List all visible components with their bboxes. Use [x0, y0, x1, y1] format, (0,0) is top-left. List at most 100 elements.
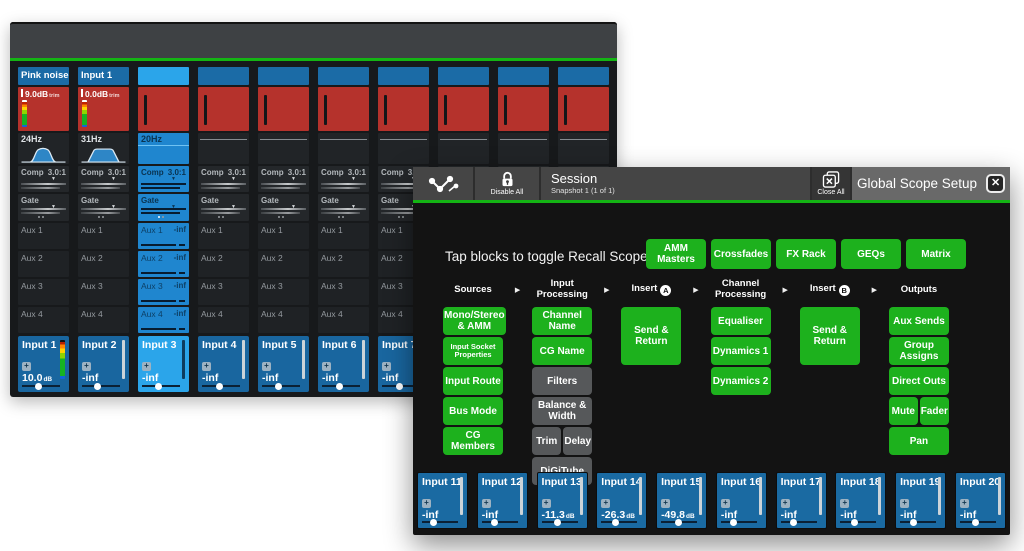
aux-send-row[interactable]: Aux 1	[318, 223, 369, 249]
channel-header[interactable]	[498, 67, 549, 85]
gate-section[interactable]: Gate ▼	[78, 194, 129, 221]
fader-track[interactable]	[382, 382, 420, 390]
aux-send-row[interactable]: Aux 4	[198, 307, 249, 333]
aux-send-row[interactable]: Aux 2	[318, 251, 369, 277]
scope-block-delay[interactable]: Delay	[563, 427, 593, 455]
hpf-section[interactable]	[258, 133, 309, 164]
fader-knob[interactable]	[396, 382, 404, 390]
channel-header[interactable]	[318, 67, 369, 85]
channel-header[interactable]: Input 1	[78, 67, 129, 85]
aux-send-row[interactable]: Aux 2	[198, 251, 249, 277]
snapshot-strip[interactable]: Input 20 + -inf	[954, 472, 1006, 529]
aux-send-row[interactable]: Aux 4	[18, 307, 69, 333]
snapshot-strip[interactable]: Input 14 + -26.3 dB	[596, 472, 648, 529]
input-meter-section[interactable]	[198, 87, 249, 131]
fader-knob[interactable]	[675, 518, 683, 526]
scope-block-mute[interactable]: Mute	[888, 397, 918, 425]
channel-fader-block[interactable]: Input 4 + -inf	[198, 336, 249, 392]
aux-send-row[interactable]: Aux 3	[18, 279, 69, 305]
hpf-section[interactable]	[498, 133, 549, 164]
aux-send-row[interactable]: Aux 1	[18, 223, 69, 249]
scope-block-filters[interactable]: Filters	[532, 367, 593, 395]
aux-send-row[interactable]: Aux 2	[18, 251, 69, 277]
scope-button-amm-masters[interactable]: AMM Masters	[646, 239, 706, 269]
scope-button-geqs[interactable]: GEQs	[841, 239, 901, 269]
channel-fader-block[interactable]: Input 5 + -inf	[258, 336, 309, 392]
scope-button-matrix[interactable]: Matrix	[906, 239, 966, 269]
fader-track[interactable]	[840, 518, 877, 526]
channel-header[interactable]	[378, 67, 429, 85]
fader-track[interactable]	[142, 382, 180, 390]
gate-section[interactable]: Gate ▼	[18, 194, 69, 221]
fader-track[interactable]	[601, 518, 638, 526]
scope-block-direct-outs[interactable]: Direct Outs	[888, 367, 949, 395]
fader-knob[interactable]	[94, 382, 102, 390]
channel-header[interactable]	[138, 67, 189, 85]
hpf-section[interactable]	[198, 133, 249, 164]
fader-track[interactable]	[422, 518, 458, 526]
scope-flow-button[interactable]	[413, 167, 475, 200]
aux-send-row[interactable]: Aux 3	[318, 279, 369, 305]
hpf-section[interactable]: 24Hz	[18, 133, 69, 164]
channel-fader-block[interactable]: Input 6 + -inf	[318, 336, 369, 392]
fader-track[interactable]	[661, 518, 698, 526]
snapshot-strip[interactable]: Input 13 + -11.3 dB	[536, 472, 588, 529]
fader-track[interactable]	[900, 518, 937, 526]
snapshot-strip[interactable]: Input 19 + -inf	[895, 472, 947, 529]
hpf-section[interactable]	[318, 133, 369, 164]
aux-send-row[interactable]: Aux 1	[198, 223, 249, 249]
scope-button-crossfades[interactable]: Crossfades	[711, 239, 771, 269]
aux-send-row[interactable]: Aux 2 -inf	[138, 251, 189, 277]
fader-knob[interactable]	[336, 382, 344, 390]
fader-knob[interactable]	[972, 518, 979, 526]
snapshot-strip[interactable]: Input 15 + -49.8 dB	[656, 472, 708, 529]
input-meter-section[interactable]	[498, 87, 549, 131]
fader-track[interactable]	[322, 382, 360, 390]
fader-knob[interactable]	[790, 518, 798, 526]
fader-knob[interactable]	[491, 518, 499, 526]
scope-block-send-return[interactable]: Send & Return	[799, 307, 860, 365]
hpf-section[interactable]	[438, 133, 489, 164]
fader-track[interactable]	[481, 518, 518, 526]
scope-block-equaliser[interactable]: Equaliser	[710, 307, 771, 335]
aux-send-row[interactable]: Aux 1	[78, 223, 129, 249]
fader-knob[interactable]	[274, 382, 282, 390]
fader-knob[interactable]	[851, 518, 859, 526]
scope-block-dynamics-1[interactable]: Dynamics 1	[710, 337, 771, 365]
fader-knob[interactable]	[611, 518, 619, 526]
fader-track[interactable]	[541, 518, 578, 526]
gate-section[interactable]: Gate ▼	[258, 194, 309, 221]
fader-knob[interactable]	[909, 518, 917, 526]
aux-send-row[interactable]: Aux 2	[258, 251, 309, 277]
snapshot-strip[interactable]: Input 18 + -inf	[835, 472, 887, 529]
scope-block-group-assigns[interactable]: Group Assigns	[888, 337, 949, 365]
aux-send-row[interactable]: Aux 1	[258, 223, 309, 249]
scope-block-cg-members[interactable]: CG Members	[443, 427, 503, 455]
channel-header[interactable]	[198, 67, 249, 85]
fader-track[interactable]	[22, 382, 60, 390]
gate-section[interactable]: Gate ▼	[318, 194, 369, 221]
snapshot-strip[interactable]: Input 12 + -inf	[476, 472, 528, 529]
fader-track[interactable]	[82, 382, 120, 390]
scope-block-balance-width[interactable]: Balance & Width	[532, 397, 593, 425]
fader-track[interactable]	[262, 382, 300, 390]
input-meter-section[interactable]	[378, 87, 429, 131]
fader-track[interactable]	[720, 518, 757, 526]
close-all-button[interactable]: Close All	[812, 167, 852, 200]
aux-send-row[interactable]: Aux 3 -inf	[138, 279, 189, 305]
disable-all-button[interactable]: Disable All	[475, 167, 541, 200]
channel-header[interactable]: Pink noise	[18, 67, 69, 85]
channel-fader-block[interactable]: Input 1 +10.0 dB	[18, 336, 69, 392]
fader-track[interactable]	[780, 518, 817, 526]
scope-block-mono-stereo-amm[interactable]: Mono/Stereo & AMM	[443, 307, 506, 335]
snapshot-strip[interactable]: Input 17 + -inf	[775, 472, 827, 529]
channel-header[interactable]	[438, 67, 489, 85]
channel-fader-block[interactable]: Input 2 + -inf	[78, 336, 129, 392]
input-meter-section[interactable]	[258, 87, 309, 131]
